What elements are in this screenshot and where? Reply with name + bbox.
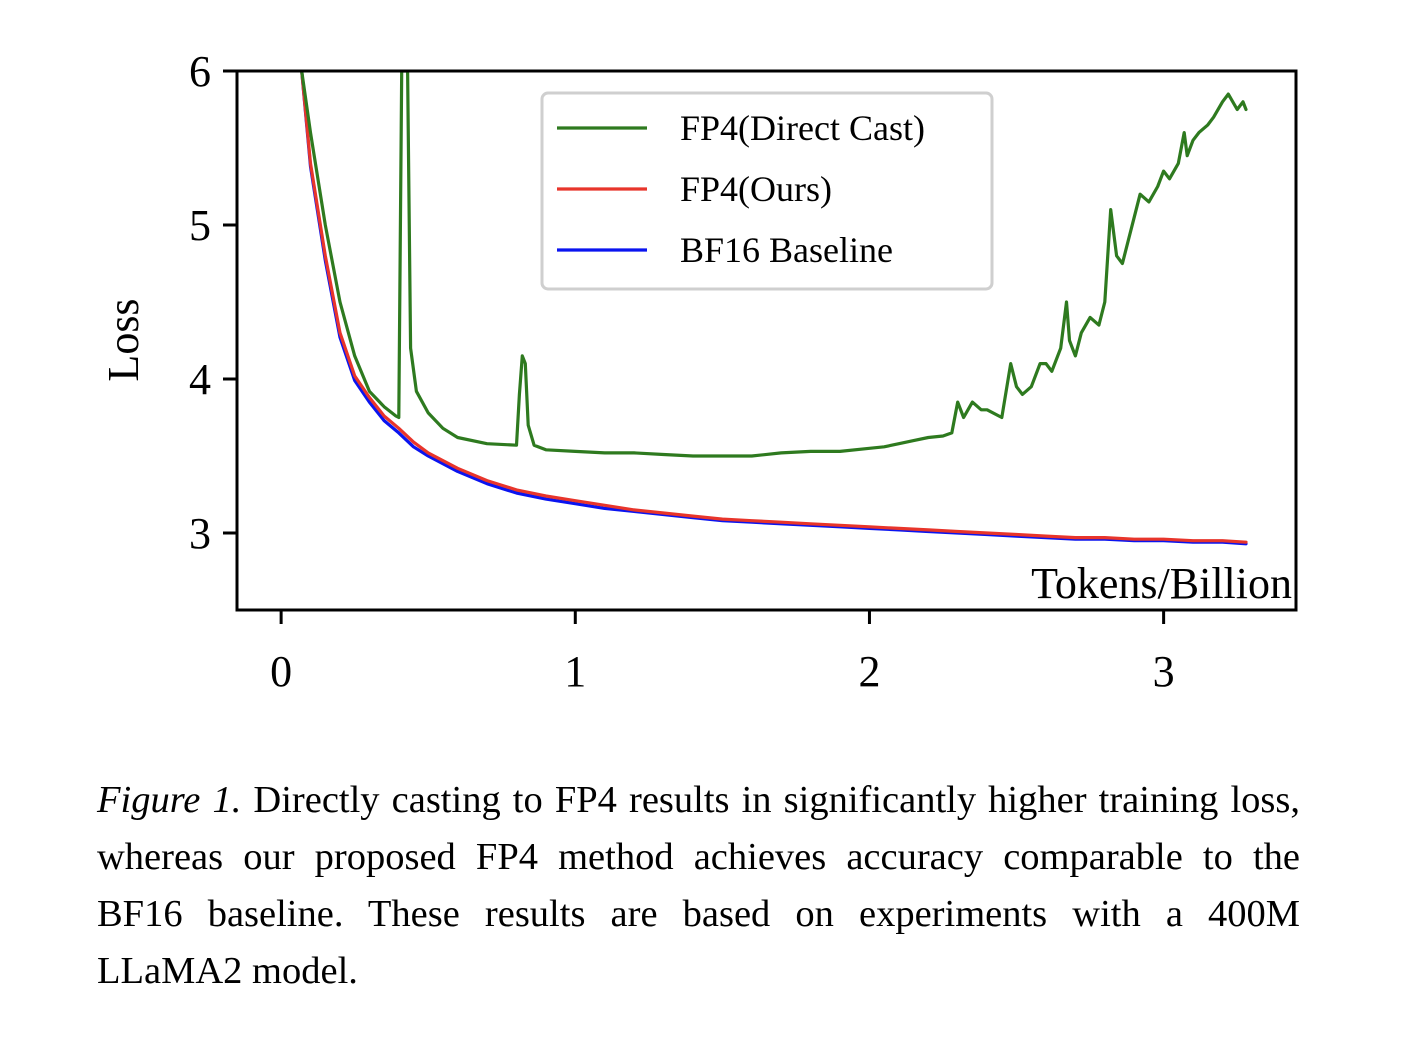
legend-entry-fp4-direct-cast-label: FP4(Direct Cast) [680,108,925,148]
series-fp4-ours [300,71,1248,544]
y-tick-label-2: 5 [189,201,211,250]
ticks-layer: 0 1 2 3 3 4 5 6 [189,47,1175,696]
x-tick-label-0: 0 [270,647,292,696]
y-tick-label-3: 6 [189,47,211,96]
legend-entry-fp4-ours-label: FP4(Ours) [680,169,832,209]
y-tick-label-0: 3 [189,509,211,558]
legend: FP4(Direct Cast) FP4(Ours) BF16 Baseline [540,91,994,291]
caption-text: Directly casting to FP4 results in signi… [97,779,1301,992]
y-tick-label-1: 4 [189,355,211,404]
series-fp4-direct-cast [300,71,1248,458]
x-tick-label-3: 3 [1153,647,1175,696]
plot-frame [235,69,1298,612]
figure-caption: Figure 1. Directly casting to FP4 result… [97,772,1300,1000]
legend-box [540,91,994,291]
loss-chart: 0 1 2 3 3 4 5 6 Loss Tokens/Billion FP4(Direct … [99,47,1298,696]
caption-label: Figure 1. [97,779,242,821]
legend-entry-bf16-baseline-label: BF16 Baseline [680,230,893,270]
x-axis-label: Tokens/Billion [1031,559,1292,608]
series-layer [300,71,1248,546]
x-tick-label-1: 1 [564,647,586,696]
y-axis-label: Loss [99,298,148,381]
x-tick-label-2: 2 [858,647,880,696]
